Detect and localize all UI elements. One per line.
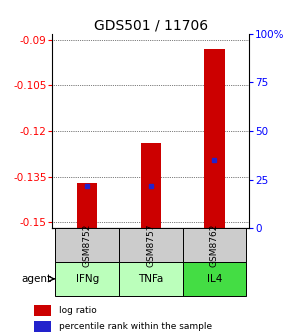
Bar [55,262,119,296]
Bar [34,321,51,332]
Title: GDS501 / 11706: GDS501 / 11706 [94,18,208,33]
Bar [183,262,246,296]
Text: IL4: IL4 [207,274,222,284]
Text: GSM8752: GSM8752 [83,223,92,267]
Text: log ratio: log ratio [59,306,96,314]
Bar [141,143,161,228]
Bar [77,183,97,228]
Text: GSM8757: GSM8757 [146,223,155,267]
Bar [55,228,119,262]
Bar [204,49,224,228]
Text: agent: agent [21,274,52,284]
Text: TNFa: TNFa [138,274,164,284]
Text: GSM8762: GSM8762 [210,223,219,267]
Bar [119,262,183,296]
Text: IFNg: IFNg [76,274,99,284]
Text: percentile rank within the sample: percentile rank within the sample [59,322,212,331]
Bar [119,228,183,262]
Bar [183,228,246,262]
Bar [34,304,51,316]
